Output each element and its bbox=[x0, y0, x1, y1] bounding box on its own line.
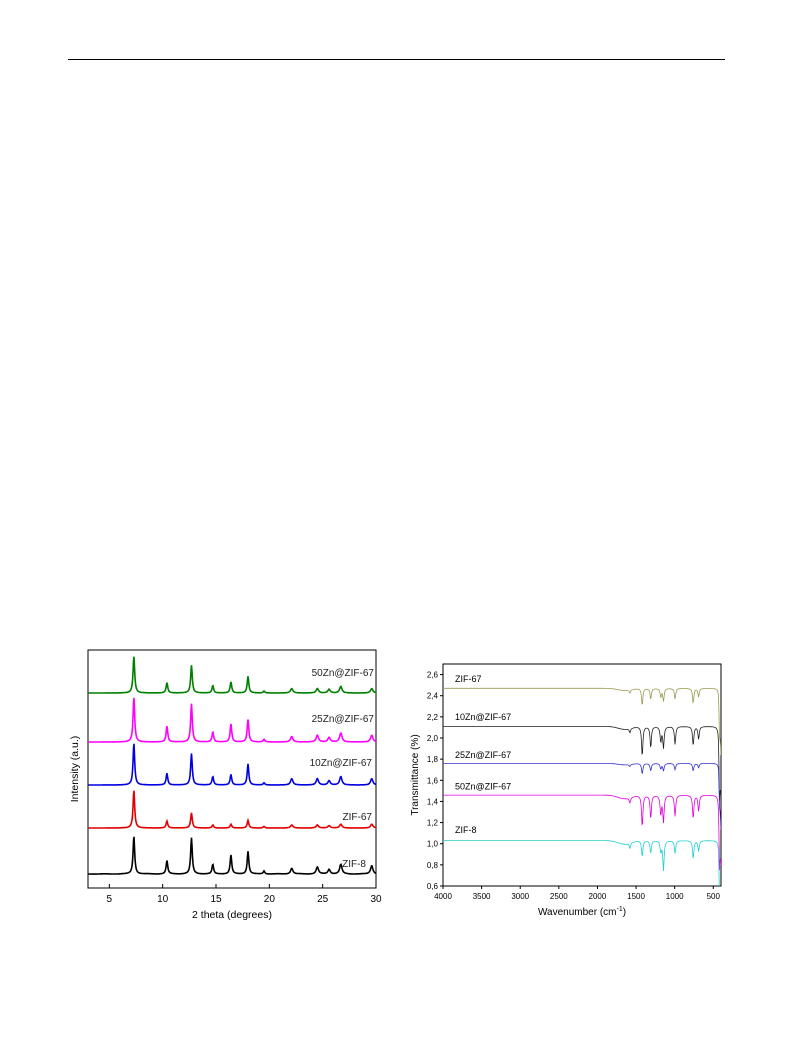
ftir-y-tick-label: 1,6 bbox=[427, 776, 439, 785]
ftir-series-line-25Zn@ZIF-67 bbox=[443, 763, 721, 830]
xrd-plot-svg: 5 10 15 20 25 30 2 theta (degrees) Intensity (a… bbox=[69, 649, 382, 921]
ftir-y-tick-label: 1,2 bbox=[427, 819, 439, 828]
xrd-series-label: 10Zn@ZIF-67 bbox=[310, 758, 373, 769]
xrd-series-line-25Zn@ZIF-67 bbox=[88, 697, 376, 743]
ftir-series-line-ZIF-8 bbox=[443, 840, 720, 886]
ftir-series-line-50Zn@ZIF-67 bbox=[443, 794, 721, 871]
ftir-y-axis-label: Transmittance (%) bbox=[410, 734, 421, 815]
ftir-x-tick-label: 2000 bbox=[589, 892, 607, 901]
ftir-series-label: 25Zn@ZIF-67 bbox=[455, 750, 511, 760]
ftir-x-axis-label-sup: -1 bbox=[616, 906, 622, 913]
xrd-x-tick-label: 20 bbox=[264, 894, 276, 905]
ftir-chart: 4000 3500 3000 2500 2000 1500 1000 500 0,6 0,8 1,0… bbox=[408, 658, 728, 923]
ftir-y-tick-label: 1,0 bbox=[427, 840, 439, 849]
xrd-series-line-50Zn@ZIF-67 bbox=[88, 656, 376, 694]
ftir-y-tick-label: 1,8 bbox=[427, 755, 439, 764]
ftir-y-tick-label: 0,6 bbox=[427, 882, 439, 891]
ftir-series-line-ZIF-67 bbox=[443, 687, 721, 756]
ftir-series-label: 10Zn@ZIF-67 bbox=[455, 712, 511, 722]
ftir-y-tick-label: 2,4 bbox=[427, 692, 439, 701]
ftir-plot-frame bbox=[442, 663, 722, 887]
xrd-series-line-ZIF-67 bbox=[88, 790, 376, 829]
xrd-chart: 5 10 15 20 25 30 2 theta (degrees) Intensity (a… bbox=[68, 648, 386, 921]
ftir-x-tick-label: 1500 bbox=[627, 892, 645, 901]
xrd-series-line-ZIF-8 bbox=[88, 836, 376, 875]
xrd-series-label: 50Zn@ZIF-67 bbox=[312, 668, 375, 679]
xrd-x-tick-label: 30 bbox=[370, 894, 382, 905]
ftir-x-tick-label: 4000 bbox=[434, 892, 452, 901]
ftir-series-label: 50Zn@ZIF-67 bbox=[455, 782, 511, 792]
ftir-series-label: ZIF-8 bbox=[455, 825, 477, 835]
xrd-x-tick-label: 5 bbox=[107, 894, 113, 905]
xrd-series-line-10Zn@ZIF-67 bbox=[88, 743, 376, 786]
xrd-plot-frame bbox=[87, 649, 377, 889]
ftir-x-tick-label: 2500 bbox=[550, 892, 568, 901]
xrd-series-label: 25Zn@ZIF-67 bbox=[312, 714, 375, 725]
ftir-y-tick-label: 1,4 bbox=[427, 797, 439, 806]
ftir-x-axis-label: Wavenumber (cm-1) bbox=[538, 906, 626, 918]
xrd-x-tick-label: 10 bbox=[157, 894, 169, 905]
ftir-x-tick-label: 1000 bbox=[666, 892, 684, 901]
ftir-x-tick-label: 3000 bbox=[511, 892, 529, 901]
ftir-y-tick-label: 0,8 bbox=[427, 861, 439, 870]
ftir-series-line-10Zn@ZIF-67 bbox=[443, 726, 721, 802]
xrd-series-group bbox=[88, 656, 376, 875]
ftir-y-tick-label: 2,0 bbox=[427, 734, 439, 743]
page-header-rule bbox=[68, 59, 725, 60]
ftir-x-tick-label: 500 bbox=[707, 892, 721, 901]
xrd-x-tick-label: 25 bbox=[317, 894, 329, 905]
ftir-series-label: ZIF-67 bbox=[455, 674, 482, 684]
ftir-series-group bbox=[443, 687, 721, 886]
xrd-series-label: ZIF-67 bbox=[343, 812, 373, 823]
ftir-y-tick-label: 2,6 bbox=[427, 671, 439, 680]
ftir-plot-svg: 4000 3500 3000 2500 2000 1500 1000 500 0,6 0,8 1,0… bbox=[410, 663, 722, 918]
xrd-x-axis-label: 2 theta (degrees) bbox=[192, 909, 272, 920]
xrd-y-axis-label: Intensity (a.u.) bbox=[69, 736, 81, 803]
ftir-x-axis-label-main: Wavenumber (cm bbox=[538, 907, 617, 918]
xrd-x-tick-label: 15 bbox=[210, 894, 222, 905]
ftir-x-tick-label: 3500 bbox=[473, 892, 491, 901]
ftir-x-axis-label-end: ) bbox=[623, 907, 626, 918]
ftir-y-tick-label: 2,2 bbox=[427, 713, 439, 722]
xrd-series-label: ZIF-8 bbox=[342, 859, 366, 870]
